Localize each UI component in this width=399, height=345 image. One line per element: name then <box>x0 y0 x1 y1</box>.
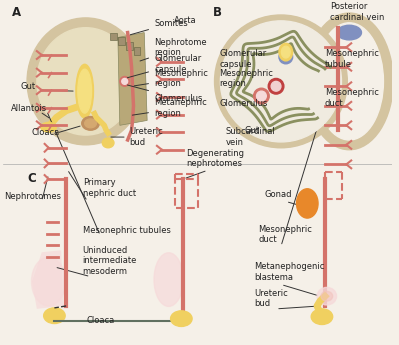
Ellipse shape <box>317 287 337 305</box>
Text: Primary
nephric duct: Primary nephric duct <box>83 178 136 198</box>
Bar <box>126 42 132 50</box>
Text: Metanephric
region: Metanephric region <box>132 98 207 118</box>
Circle shape <box>122 78 128 84</box>
Ellipse shape <box>102 138 114 148</box>
Ellipse shape <box>154 253 183 306</box>
Text: Mesonephric
region: Mesonephric region <box>219 69 273 88</box>
Text: Gonad: Gonad <box>264 190 292 199</box>
Text: Cloaca: Cloaca <box>86 316 115 325</box>
Circle shape <box>220 21 342 142</box>
Circle shape <box>268 78 284 94</box>
Text: Mesonephric tubules: Mesonephric tubules <box>83 226 171 235</box>
Ellipse shape <box>78 69 91 113</box>
Text: Glomerulus: Glomerulus <box>219 99 268 108</box>
Text: A: A <box>12 6 22 19</box>
Text: Mesonephric
tubule: Mesonephric tubule <box>325 49 379 69</box>
Ellipse shape <box>305 13 393 150</box>
Bar <box>134 47 140 55</box>
Text: Posterior
cardinal vein: Posterior cardinal vein <box>330 2 384 22</box>
Ellipse shape <box>37 28 134 135</box>
Circle shape <box>257 91 266 101</box>
Ellipse shape <box>281 46 290 58</box>
Circle shape <box>254 88 269 104</box>
Circle shape <box>215 15 347 148</box>
Ellipse shape <box>41 122 56 132</box>
Polygon shape <box>32 250 63 309</box>
Text: Subcardinal
vein: Subcardinal vein <box>225 127 275 147</box>
Ellipse shape <box>82 117 99 130</box>
Ellipse shape <box>279 43 292 61</box>
Text: Allantois: Allantois <box>10 104 47 113</box>
Circle shape <box>271 81 281 91</box>
Text: Mesonephric
duct: Mesonephric duct <box>325 88 379 108</box>
Text: Glomerular
capsule: Glomerular capsule <box>127 54 201 78</box>
Text: Gut: Gut <box>20 82 36 91</box>
Bar <box>110 32 117 40</box>
Ellipse shape <box>171 311 192 326</box>
Ellipse shape <box>321 291 333 301</box>
Polygon shape <box>118 32 147 125</box>
Text: Glomerulus: Glomerulus <box>127 85 202 103</box>
Bar <box>118 38 125 45</box>
Text: Ureteric
bud: Ureteric bud <box>255 288 288 308</box>
Text: Gut: Gut <box>245 126 260 135</box>
Circle shape <box>120 77 130 86</box>
Text: Uninduced
intermediate
mesoderm: Uninduced intermediate mesoderm <box>83 246 137 276</box>
Text: Mesonephric
region: Mesonephric region <box>134 69 208 88</box>
Circle shape <box>279 50 292 64</box>
Ellipse shape <box>337 25 361 40</box>
Text: B: B <box>213 6 221 19</box>
Ellipse shape <box>76 64 93 118</box>
Ellipse shape <box>85 119 97 128</box>
Text: Glomerular
capsule: Glomerular capsule <box>219 49 267 69</box>
Text: Degenerating
nephrotomes: Degenerating nephrotomes <box>186 149 244 168</box>
Ellipse shape <box>32 257 66 306</box>
Text: C: C <box>27 172 36 185</box>
Text: Metanephogenic
blastema: Metanephogenic blastema <box>255 262 325 282</box>
Ellipse shape <box>43 308 65 324</box>
Ellipse shape <box>296 189 318 218</box>
Ellipse shape <box>311 309 333 325</box>
Text: Nephrotomes: Nephrotomes <box>5 191 61 200</box>
Ellipse shape <box>27 18 144 145</box>
Ellipse shape <box>315 23 383 140</box>
Text: Somites: Somites <box>130 19 188 35</box>
Text: Mesonephric
duct: Mesonephric duct <box>259 225 312 245</box>
Text: Nephrotome
region: Nephrotome region <box>140 38 207 61</box>
Text: Ureteric
bud: Ureteric bud <box>111 127 163 147</box>
Text: Cloaca: Cloaca <box>32 128 60 137</box>
Text: Aorta: Aorta <box>174 16 196 25</box>
